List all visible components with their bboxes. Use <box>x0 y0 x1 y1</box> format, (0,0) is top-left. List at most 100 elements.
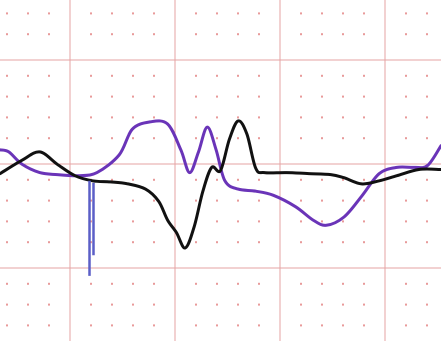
grid-dot <box>258 137 260 140</box>
grid-dot <box>6 137 8 140</box>
grid-dot <box>153 33 155 36</box>
grid-dot <box>153 282 155 285</box>
grid-dot <box>405 74 407 77</box>
grid-dot <box>363 116 365 119</box>
grid-dot <box>321 282 323 285</box>
grid-dot <box>153 241 155 244</box>
grid-dot <box>6 303 8 306</box>
grid-dot <box>342 33 344 36</box>
grid-dot <box>300 241 302 244</box>
grid-dot <box>342 137 344 140</box>
grid-dot <box>195 116 197 119</box>
grid-dot <box>27 199 29 202</box>
grid-dot <box>6 241 8 244</box>
grid-dot <box>321 178 323 181</box>
grid-dot <box>321 324 323 327</box>
grid-dot <box>237 220 239 223</box>
grid-dot <box>6 95 8 98</box>
grid-dot <box>363 95 365 98</box>
grid-dot <box>321 12 323 15</box>
grid-dot <box>216 74 218 77</box>
grid-dot <box>132 303 134 306</box>
grid-dot <box>237 178 239 181</box>
grid-dot <box>90 33 92 36</box>
grid-dot <box>258 12 260 15</box>
grid-dot <box>300 137 302 140</box>
grid-dot <box>237 33 239 36</box>
grid-dot <box>300 199 302 202</box>
grid-dot <box>342 220 344 223</box>
grid-dot <box>111 178 113 181</box>
grid-dot <box>48 178 50 181</box>
grid-dot <box>111 33 113 36</box>
grid-dot <box>321 116 323 119</box>
grid-dot <box>216 241 218 244</box>
grid-dot <box>363 241 365 244</box>
grid-dot <box>132 199 134 202</box>
grid-dot <box>90 303 92 306</box>
grid-dot <box>258 74 260 77</box>
grid-dot <box>48 74 50 77</box>
grid-dot <box>237 303 239 306</box>
grid-dot <box>216 220 218 223</box>
grid-dot <box>300 178 302 181</box>
grid-dot <box>27 33 29 36</box>
grid-dot <box>258 178 260 181</box>
grid-dot <box>27 241 29 244</box>
grid-dot <box>405 324 407 327</box>
grid-dot <box>90 324 92 327</box>
grid-dot <box>48 303 50 306</box>
grid-dot <box>342 324 344 327</box>
grid-dot <box>111 116 113 119</box>
grid-dot <box>153 74 155 77</box>
grid-dot <box>195 178 197 181</box>
grid-dot <box>237 95 239 98</box>
grid-dot <box>48 95 50 98</box>
grid-dot <box>342 178 344 181</box>
grid-dot <box>27 95 29 98</box>
grid-dot <box>300 95 302 98</box>
grid-dot <box>6 199 8 202</box>
grid-dot <box>132 95 134 98</box>
grid-dot <box>132 33 134 36</box>
markers <box>88 180 95 276</box>
grid-dot <box>90 282 92 285</box>
grid-dot <box>342 282 344 285</box>
grid-dot <box>300 282 302 285</box>
grid-dot <box>258 116 260 119</box>
grid-dot <box>153 220 155 223</box>
grid-dot <box>258 220 260 223</box>
grid-dot <box>405 137 407 140</box>
grid-dot <box>153 303 155 306</box>
grid-dot <box>237 74 239 77</box>
grid-dot <box>363 12 365 15</box>
grid-dot <box>153 116 155 119</box>
grid-dot <box>27 178 29 181</box>
grid-dot <box>363 178 365 181</box>
grid-dot <box>300 303 302 306</box>
grid-dot <box>405 33 407 36</box>
grid-dot <box>195 199 197 202</box>
grid-dot <box>6 33 8 36</box>
grid-dot <box>195 137 197 140</box>
grid-dot <box>258 303 260 306</box>
grid-dot <box>153 199 155 202</box>
grid-dot <box>321 74 323 77</box>
grid-dot <box>321 199 323 202</box>
grid-dot <box>300 116 302 119</box>
grid-dot <box>321 303 323 306</box>
grid-dot <box>48 220 50 223</box>
grid-dot <box>90 95 92 98</box>
grid-dot <box>237 199 239 202</box>
grid-dot <box>48 282 50 285</box>
grid-dot <box>195 33 197 36</box>
grid-dot <box>300 12 302 15</box>
grid-dot <box>363 303 365 306</box>
grid-dot <box>90 12 92 15</box>
grid-dot <box>321 241 323 244</box>
grid-dot <box>132 116 134 119</box>
grid-dot <box>405 303 407 306</box>
grid-dot <box>258 282 260 285</box>
grid-dot <box>237 137 239 140</box>
